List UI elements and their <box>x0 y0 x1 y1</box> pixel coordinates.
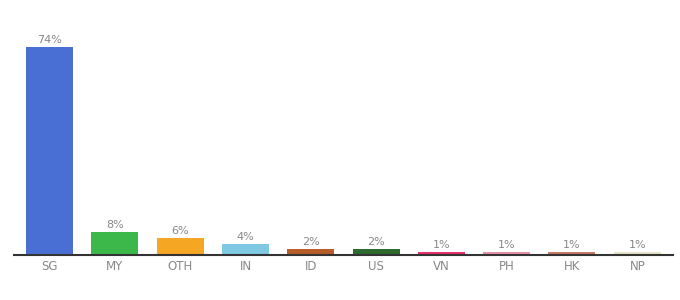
Bar <box>222 244 269 255</box>
Bar <box>287 249 335 255</box>
Bar <box>614 252 661 255</box>
Text: 1%: 1% <box>563 240 581 250</box>
Text: 1%: 1% <box>628 240 646 250</box>
Bar <box>549 252 596 255</box>
Text: 8%: 8% <box>106 220 124 230</box>
Text: 6%: 6% <box>171 226 189 236</box>
Bar <box>418 252 465 255</box>
Text: 1%: 1% <box>432 240 450 250</box>
Text: 2%: 2% <box>367 237 385 248</box>
Bar <box>483 252 530 255</box>
Bar <box>91 232 138 255</box>
Bar <box>156 238 203 255</box>
Text: 2%: 2% <box>302 237 320 248</box>
Bar <box>26 46 73 255</box>
Text: 74%: 74% <box>37 34 62 45</box>
Text: 1%: 1% <box>498 240 515 250</box>
Text: 4%: 4% <box>237 232 254 242</box>
Bar <box>352 249 400 255</box>
